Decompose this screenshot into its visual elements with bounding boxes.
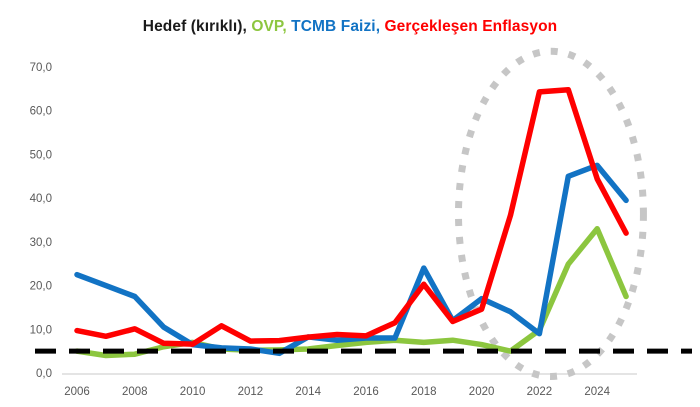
y-tick-label: 20,0: [30, 281, 52, 293]
y-axis-tick-labels: 0,0 10,0 20,0 30,0 40,0 50,0 60,0 70,0: [30, 62, 52, 380]
series-tcmb-line: [74, 162, 629, 357]
legend-inflation-label: Gerçekleşen Enflasyon: [380, 18, 558, 35]
legend-ovp-label: OVP,: [246, 18, 287, 35]
x-axis-tick-labels: 2006 2008 2010 2012 2014 2016 2018 2020 2022 2024: [64, 386, 610, 398]
x-tick-label: 2008: [122, 386, 148, 398]
legend-target-label: Hedef (kırıklı),: [142, 18, 247, 35]
legend-tcmb-label: TCMB Faizi,: [286, 18, 381, 35]
x-tick-label: 2006: [64, 386, 90, 398]
x-tick-label: 2018: [411, 386, 437, 398]
x-tick-label: 2020: [469, 386, 495, 398]
x-tick-label: 2010: [180, 386, 206, 398]
y-tick-label: 30,0: [30, 237, 52, 249]
y-tick-label: 70,0: [30, 62, 52, 74]
x-tick-label: 2016: [353, 386, 379, 398]
y-tick-label: 50,0: [30, 149, 52, 161]
series-inflation-line: [74, 86, 629, 347]
y-tick-label: 10,0: [30, 324, 52, 336]
y-tick-label: 60,0: [30, 106, 52, 118]
y-tick-label: 0,0: [36, 368, 52, 380]
x-tick-label: 2012: [238, 386, 264, 398]
highlight-ellipse: [454, 47, 647, 380]
x-tick-label: 2022: [527, 386, 553, 398]
x-tick-label: 2014: [295, 386, 321, 398]
x-tick-label: 2024: [584, 386, 610, 398]
y-tick-label: 40,0: [30, 193, 52, 205]
chart-title: Hedef (kırıklı), OVP, TCMB Faizi, Gerçek…: [0, 18, 700, 36]
